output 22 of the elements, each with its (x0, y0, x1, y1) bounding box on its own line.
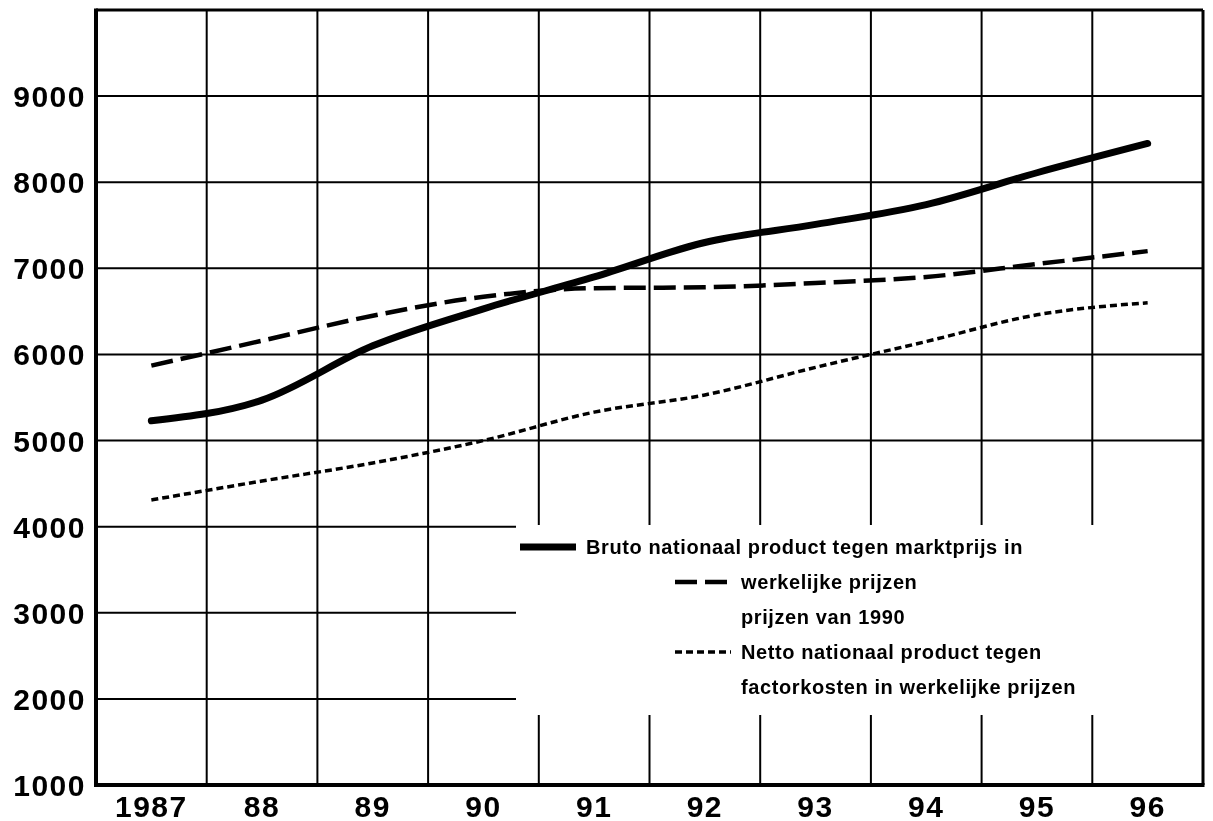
legend-label: Bruto nationaal product tegen marktprijs in (586, 536, 1023, 558)
x-tick-label: 88 (243, 790, 281, 821)
x-tick-label: 89 (354, 790, 391, 821)
y-tick-label: 4000 (13, 510, 86, 544)
x-tick-label: 95 (1018, 790, 1056, 821)
y-tick-label: 2000 (13, 682, 86, 716)
x-tick-label: 93 (797, 790, 834, 821)
y-tick-label: 3000 (13, 596, 86, 630)
legend-label: werkelijke prijzen prijzen van 1990 (740, 571, 918, 628)
y-tick-label: 5000 (13, 424, 86, 458)
y-tick-label: 1000 (13, 768, 86, 802)
y-tick-label: 6000 (13, 337, 86, 371)
y-tick-label: 7000 (13, 251, 86, 285)
x-tick-label: 96 (1129, 790, 1166, 821)
legend-label: Netto nationaal product tegen factorkosten in werkelijke prijzen (741, 641, 1076, 698)
y-tick-label: 8000 (13, 165, 86, 199)
x-tick-label: 1987 (114, 790, 188, 821)
x-tick-label: 91 (575, 790, 613, 821)
x-tick-label: 94 (908, 790, 945, 821)
y-tick-label: 9000 (13, 79, 86, 113)
x-tick-label: 90 (465, 790, 502, 821)
x-tick-label: 92 (686, 790, 724, 821)
